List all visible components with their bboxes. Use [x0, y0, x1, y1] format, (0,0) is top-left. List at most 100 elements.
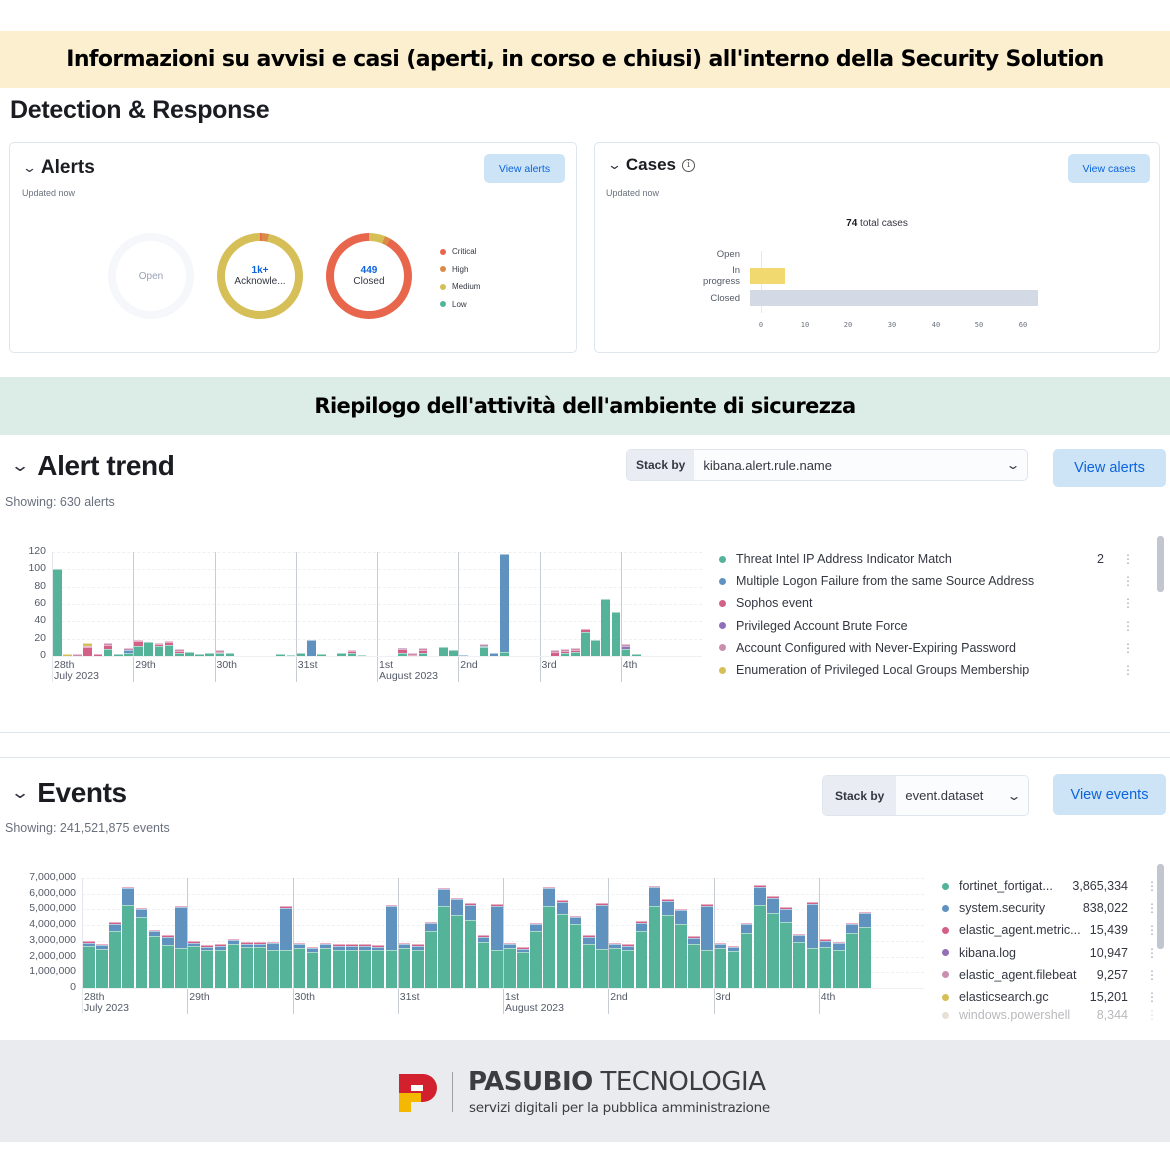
bar[interactable] — [621, 552, 631, 656]
kebab-menu-icon[interactable]: ⋮ — [1146, 923, 1158, 938]
bar[interactable] — [347, 552, 357, 656]
bar[interactable] — [113, 552, 123, 656]
bar[interactable] — [408, 552, 418, 656]
bar[interactable] — [306, 552, 316, 656]
bar[interactable] — [477, 878, 490, 988]
bar[interactable] — [175, 878, 187, 988]
cases-row-in-progress[interactable]: In progress — [695, 265, 785, 287]
bar[interactable] — [622, 878, 635, 988]
bar[interactable] — [378, 552, 387, 656]
alerts-panel-header[interactable]: ⌄ Alerts — [22, 157, 95, 179]
bar[interactable] — [449, 552, 458, 656]
bar[interactable] — [388, 552, 397, 656]
bar[interactable] — [398, 552, 407, 656]
bar[interactable] — [418, 552, 428, 656]
cases-row-open[interactable]: Open — [695, 245, 750, 263]
bar[interactable] — [124, 552, 133, 656]
bar[interactable] — [73, 552, 82, 656]
bar[interactable] — [520, 552, 529, 656]
bar[interactable] — [205, 552, 214, 656]
legend-item[interactable]: fortinet_fortigat... 3,865,334 ⋮ — [942, 875, 1158, 897]
bar[interactable] — [819, 878, 832, 988]
bar[interactable] — [144, 552, 154, 656]
bar[interactable] — [188, 878, 200, 988]
legend-item[interactable]: windows.powershell 8,344 ⋮ — [942, 1008, 1158, 1022]
bar[interactable] — [83, 878, 95, 988]
bar[interactable] — [753, 878, 766, 988]
bar[interactable] — [714, 878, 727, 988]
bar[interactable] — [701, 878, 713, 988]
info-icon[interactable]: i — [682, 158, 696, 172]
bar[interactable] — [296, 552, 306, 656]
bar[interactable] — [109, 878, 121, 988]
bar[interactable] — [543, 878, 556, 988]
bar[interactable] — [806, 878, 819, 988]
kebab-menu-icon[interactable]: ⋮ — [1122, 552, 1134, 567]
bar[interactable] — [846, 878, 858, 988]
bar[interactable] — [327, 552, 336, 656]
bar[interactable] — [332, 878, 345, 988]
legend-item[interactable]: Privileged Account Brute Force ⋮ — [719, 615, 1134, 637]
bar[interactable] — [438, 878, 450, 988]
bar[interactable] — [134, 552, 143, 656]
bar[interactable] — [479, 552, 489, 656]
bar[interactable] — [148, 878, 161, 988]
bar[interactable] — [510, 552, 519, 656]
bar[interactable] — [688, 878, 700, 988]
legend-item[interactable]: system.security 838,022 ⋮ — [942, 897, 1158, 919]
view-alerts-button[interactable]: View alerts — [484, 154, 565, 183]
bar[interactable] — [530, 878, 542, 988]
bar[interactable] — [596, 878, 608, 988]
stack-by-value[interactable]: event.dataset ⌄ — [896, 776, 1028, 815]
bar[interactable] — [174, 552, 184, 656]
bar[interactable] — [154, 552, 164, 656]
bar[interactable] — [293, 878, 306, 988]
bar[interactable] — [560, 552, 570, 656]
bar[interactable] — [122, 878, 135, 988]
bar[interactable] — [490, 878, 503, 988]
bar[interactable] — [185, 552, 194, 656]
bar[interactable] — [541, 552, 550, 656]
legend-item[interactable]: Threat Intel IP Address Indicator Match 2… — [719, 548, 1134, 570]
bar[interactable] — [385, 878, 398, 988]
legend-item[interactable]: Account Configured with Never-Expiring P… — [719, 637, 1134, 659]
alert-trend-view-alerts-button[interactable]: View alerts — [1053, 449, 1166, 487]
bar[interactable] — [93, 552, 103, 656]
kebab-menu-icon[interactable]: ⋮ — [1146, 945, 1158, 960]
kebab-menu-icon[interactable]: ⋮ — [1146, 879, 1158, 894]
alert-trend-header[interactable]: ⌄ Alert trend — [10, 450, 175, 482]
bar[interactable] — [83, 552, 93, 656]
bar[interactable] — [346, 878, 358, 988]
cases-row-closed[interactable]: Closed — [695, 289, 1038, 307]
bar[interactable] — [359, 878, 371, 988]
events-stack-by-select[interactable]: Stack by event.dataset ⌄ — [822, 775, 1029, 816]
cases-bar-closed[interactable] — [750, 290, 1038, 306]
alert-trend-stack-by-select[interactable]: Stack by kibana.alert.rule.name ⌄ — [626, 449, 1028, 481]
bar[interactable] — [214, 878, 227, 988]
cases-panel-header[interactable]: ⌄ Cases i — [606, 155, 696, 175]
legend-item-low[interactable]: Low — [440, 300, 480, 309]
bar[interactable] — [550, 552, 560, 656]
bar[interactable] — [96, 878, 108, 988]
bar[interactable] — [556, 878, 569, 988]
bar[interactable] — [246, 552, 255, 656]
events-header[interactable]: ⌄ Events — [10, 777, 127, 809]
bar[interactable] — [337, 552, 347, 656]
donut-closed[interactable]: 449 Closed — [326, 233, 412, 319]
bar[interactable] — [372, 878, 385, 988]
bar[interactable] — [767, 878, 779, 988]
alert-legend-scrollbar[interactable] — [1157, 536, 1164, 592]
bar[interactable] — [254, 878, 266, 988]
chevron-down-icon[interactable]: ⌄ — [606, 157, 623, 172]
legend-item[interactable]: Enumeration of Privileged Local Groups M… — [719, 659, 1134, 681]
bar[interactable] — [832, 878, 845, 988]
bar[interactable] — [53, 552, 62, 656]
bar[interactable] — [459, 552, 468, 656]
bar[interactable] — [504, 878, 516, 988]
bar[interactable] — [517, 878, 529, 988]
bar[interactable] — [135, 878, 148, 988]
bar[interactable] — [357, 552, 367, 656]
kebab-menu-icon[interactable]: ⋮ — [1146, 1008, 1158, 1023]
bar[interactable] — [227, 878, 240, 988]
bar[interactable] — [661, 878, 674, 988]
